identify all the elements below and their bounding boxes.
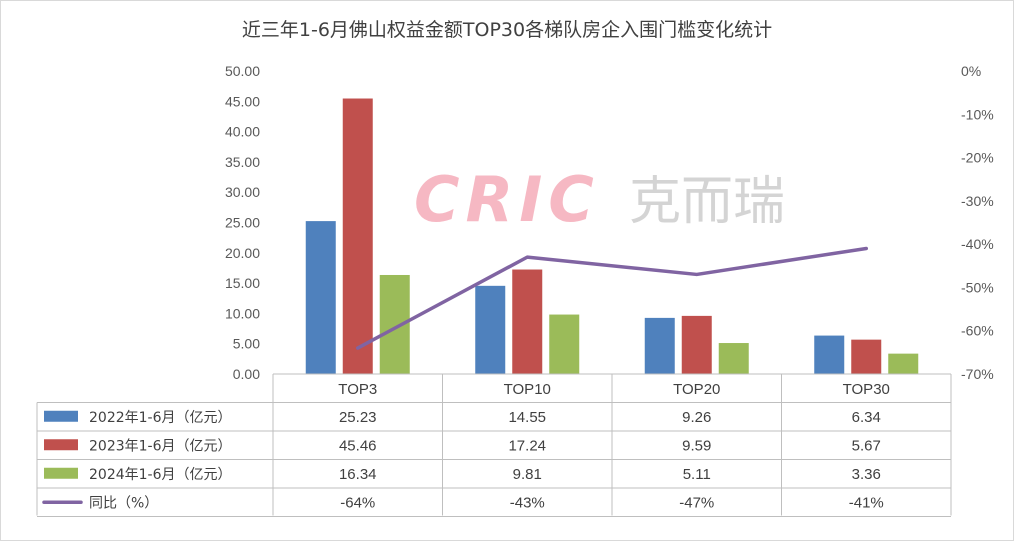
y-right-tick-label: -50%	[961, 279, 994, 295]
y-right-tick-label: -30%	[961, 193, 994, 209]
bar	[888, 353, 919, 374]
watermark-chinese: 克而瑞	[629, 172, 785, 232]
category-label: TOP20	[673, 381, 720, 398]
table-cell: -41%	[849, 494, 884, 511]
bar	[549, 314, 580, 374]
y-left-tick-label: 0.00	[233, 366, 260, 382]
y-left-tick-label: 40.00	[225, 124, 260, 140]
y-left-tick-label: 10.00	[225, 305, 260, 321]
bar	[305, 221, 336, 374]
category-label: TOP30	[843, 381, 890, 398]
category-label: TOP10	[504, 381, 551, 398]
y-left-tick-label: 5.00	[233, 336, 260, 352]
y-left-tick-label: 50.00	[225, 63, 260, 79]
bar	[512, 269, 543, 374]
table-cell: -47%	[679, 494, 714, 511]
category-label: TOP3	[338, 381, 377, 398]
y-right-tick-label: -40%	[961, 236, 994, 252]
series-name: 2022年1-6月（亿元）	[89, 410, 232, 426]
y-left-tick-label: 15.00	[225, 275, 260, 291]
table-cell: 3.36	[852, 466, 881, 483]
y-right-tick-label: -20%	[961, 150, 994, 166]
bar	[718, 343, 749, 374]
y-left-tick-label: 25.00	[225, 215, 260, 231]
table-cell: 17.24	[508, 437, 546, 454]
legend-swatch	[44, 410, 78, 422]
table-cell: -64%	[340, 494, 375, 511]
table-cell: 5.11	[683, 466, 711, 483]
table-cell: 45.46	[339, 437, 377, 454]
table-cell: 5.67	[852, 437, 881, 454]
table-cell: 6.34	[852, 409, 881, 426]
y-right-tick-label: 0%	[961, 63, 981, 79]
bar	[851, 339, 882, 374]
table-cell: -43%	[510, 494, 545, 511]
watermark: CRIC 克而瑞	[414, 163, 785, 236]
table-cell: 14.55	[508, 409, 546, 426]
table-cell: 16.34	[339, 466, 377, 483]
bar	[814, 335, 845, 374]
axes: 0.00 5.00 10.00 15.00 20.00 25.00 30.00 35.00 40…	[225, 63, 994, 382]
y-right-tick-label: -10%	[961, 106, 994, 122]
legend-swatch	[44, 439, 78, 451]
series-name: 2024年1-6月（亿元）	[89, 467, 232, 483]
series-name: 2023年1-6月（亿元）	[89, 438, 232, 454]
bars	[305, 98, 919, 375]
y-left-tick-label: 30.00	[225, 184, 260, 200]
series-name: 同比（%）	[89, 495, 158, 511]
y-left-tick-label: 35.00	[225, 154, 260, 170]
table-cell: 25.23	[339, 409, 377, 426]
bar	[681, 315, 712, 374]
bar	[342, 98, 373, 375]
table-cell: 9.59	[682, 437, 711, 454]
yoy-line	[356, 246, 868, 350]
chart-title: 近三年1-6月佛山权益金额TOP30各梯队房企入围门槛变化统计	[241, 19, 773, 41]
y-left-tick-label: 20.00	[225, 245, 260, 261]
legend-swatch	[44, 467, 78, 479]
y-right-tick-label: -60%	[961, 323, 994, 339]
table-cell: 9.81	[513, 466, 542, 483]
table-cell: 9.26	[682, 409, 711, 426]
watermark-latin: CRIC	[414, 163, 600, 236]
y-right-tick-label: -70%	[961, 366, 994, 382]
bar	[475, 285, 506, 374]
yoy-line-group	[356, 246, 868, 350]
bar	[644, 317, 675, 374]
data-table: TOP3 TOP10 TOP20 TOP30 2022年1-6月（亿元） 25.23 14.…	[36, 373, 952, 517]
y-left-tick-label: 45.00	[225, 93, 260, 109]
